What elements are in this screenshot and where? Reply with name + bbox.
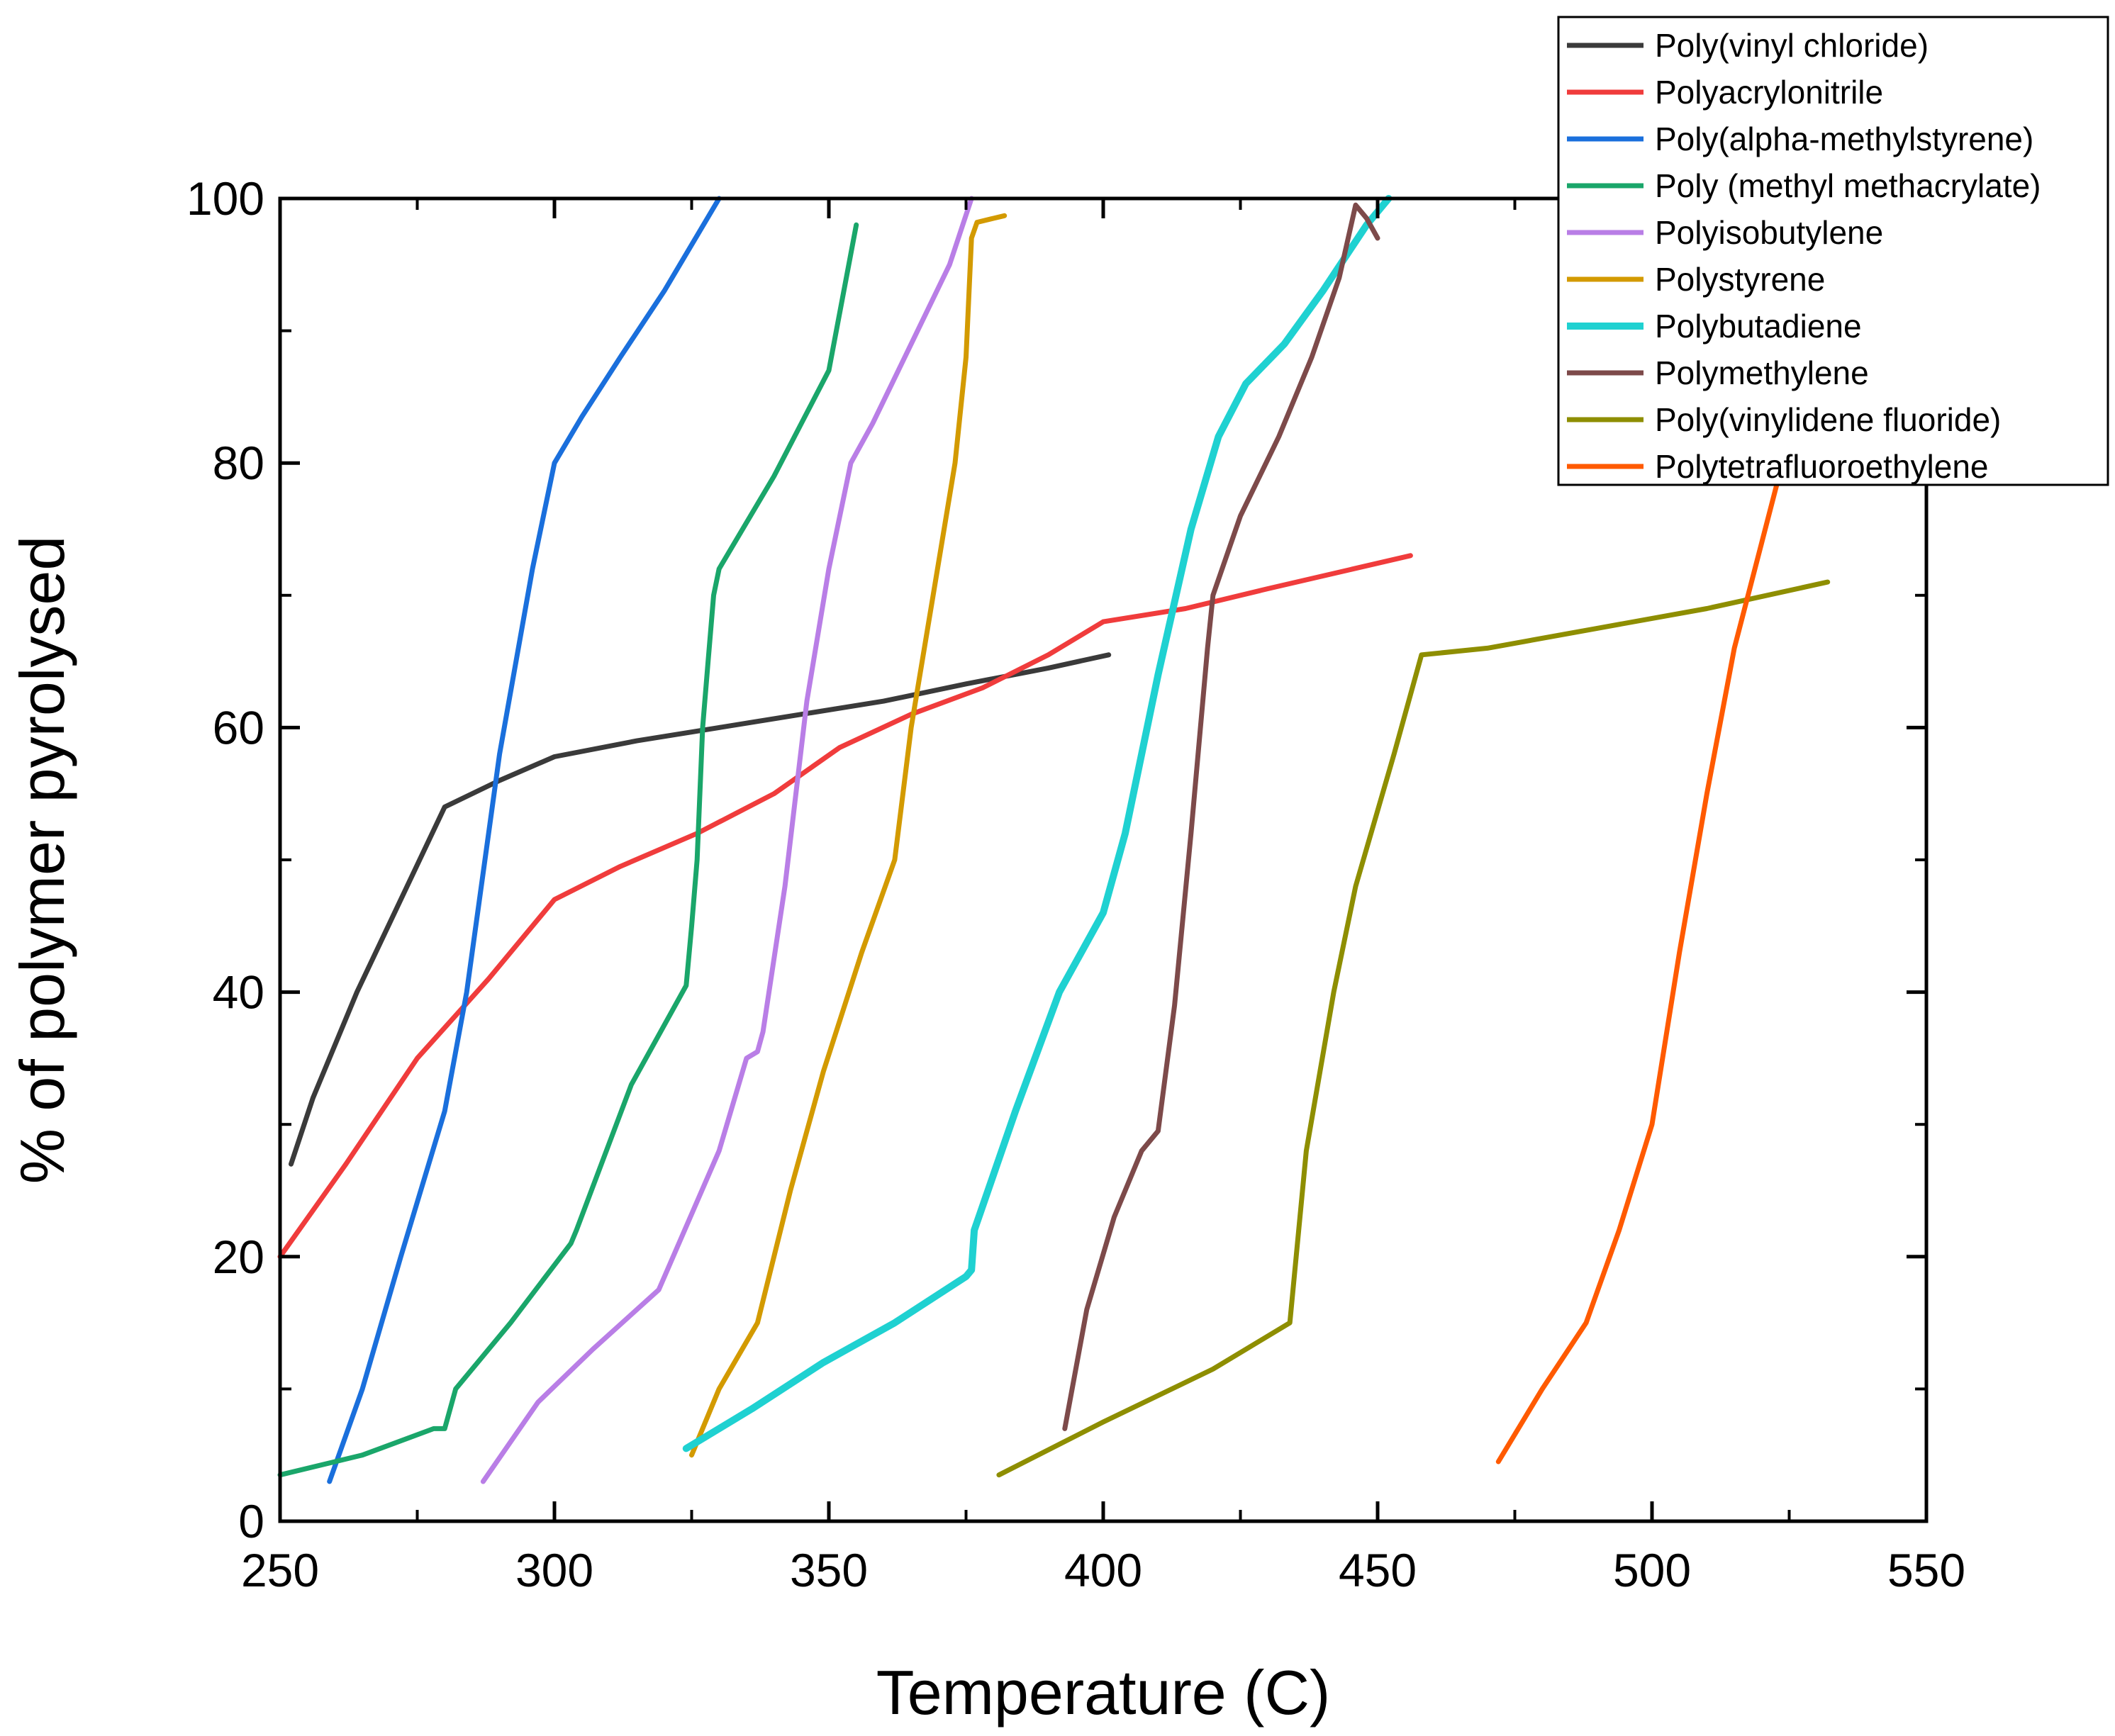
series-line-polyisobutylene — [480, 196, 974, 1484]
y-tick-label: 80 — [213, 437, 264, 489]
y-tick-label: 60 — [213, 701, 264, 754]
series-line-poly-methyl-methacrylate — [277, 222, 859, 1478]
legend-label: Poly(vinylidene fluoride) — [1655, 401, 2001, 438]
legend-entries: Poly(vinyl chloride) Polyacrylonitrile Pol… — [1567, 27, 2041, 485]
legend-label: Polymethylene — [1655, 354, 1869, 391]
legend-label: Poly(alpha-methylstyrene) — [1655, 121, 2033, 157]
y-tick-label: 100 — [186, 172, 264, 225]
x-tick-label: 250 — [241, 1544, 319, 1596]
ticks-layer: 250 300 350 400 450 500 550 0 20 40 60 80 100 — [186, 172, 1965, 1596]
x-tick-label: 300 — [515, 1544, 593, 1596]
legend-label: Polyisobutylene — [1655, 214, 1883, 251]
legend-label: Polytetrafluoroethylene — [1655, 448, 1989, 485]
series-line-polymethylene — [1062, 202, 1380, 1431]
legend: Poly(vinyl chloride) Polyacrylonitrile Pol… — [1557, 16, 2109, 486]
series-line-polystyrene — [689, 213, 1008, 1458]
legend-label: Poly(vinyl chloride) — [1655, 27, 1929, 64]
y-axis-title: % of polymer pyrolysed — [7, 536, 77, 1185]
x-tick-label: 550 — [1887, 1544, 1965, 1596]
x-tick-label: 350 — [790, 1544, 868, 1596]
legend-label: Polystyrene — [1655, 261, 1825, 298]
legend-label: Polybutadiene — [1655, 308, 1862, 345]
y-tick-label: 0 — [238, 1495, 264, 1547]
series-layer — [277, 195, 1831, 1484]
series-line-polybutadiene — [682, 195, 1393, 1452]
y-tick-label: 20 — [213, 1231, 264, 1283]
legend-label: Polyacrylonitrile — [1655, 74, 1883, 111]
legend-box — [1557, 16, 2109, 486]
x-tick-label: 500 — [1613, 1544, 1691, 1596]
x-axis-title: Temperature (C) — [876, 1657, 1331, 1727]
y-tick-label: 40 — [213, 966, 264, 1019]
x-tick-label: 400 — [1064, 1544, 1142, 1596]
series-line-poly-vinylidene-fluoride — [996, 579, 1831, 1478]
series-line-poly-vinyl-chloride — [289, 652, 1112, 1167]
series-line-polyacrylonitrile — [277, 553, 1413, 1260]
series-line-poly-alpha-methylstyrene — [327, 196, 722, 1484]
series-line-polytetrafluoroethylene — [1495, 381, 1809, 1465]
legend-label: Poly (methyl methacrylate) — [1655, 167, 2041, 204]
x-tick-label: 450 — [1339, 1544, 1417, 1596]
